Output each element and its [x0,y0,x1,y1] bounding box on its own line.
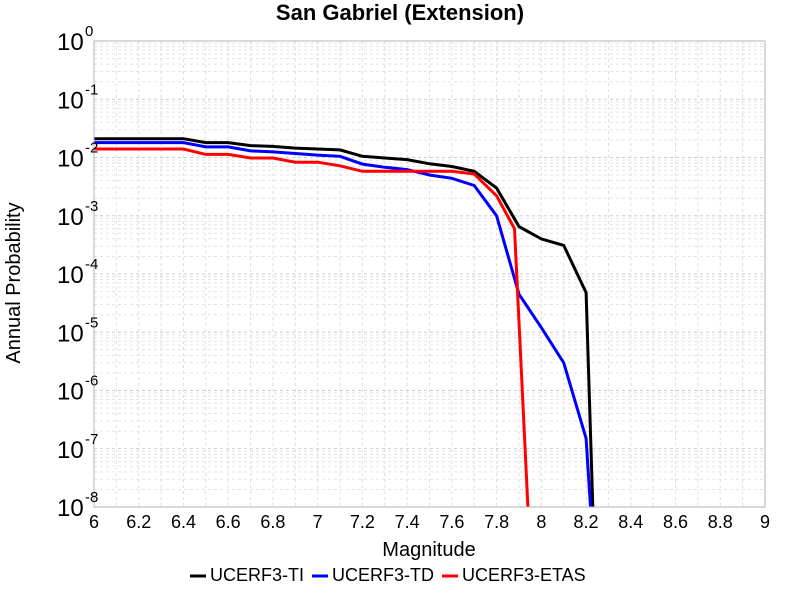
x-tick-label: 7.4 [395,512,420,532]
y-tick-exponent: -4 [85,256,98,273]
y-tick-exponent: -8 [85,489,98,506]
series-line-ucerf3-ti [94,137,595,508]
x-tick-label: 8.4 [618,512,643,532]
x-axis-label: Magnitude [382,539,475,561]
y-tick-exponent: -2 [85,140,98,157]
legend-item: UCERF3-TD [312,565,434,585]
x-tick-label: 8.2 [574,512,599,532]
y-tick-base: 10 [57,379,84,406]
series-line-ucerf3-etas [94,147,530,508]
x-tick-label: 6 [89,512,99,532]
grid [93,41,766,508]
y-tick-base: 10 [57,146,84,173]
y-tick-exponent: 0 [85,23,93,40]
y-tick-label: 10 0 [57,23,93,56]
y-tick-label: 10 -2 [57,140,98,173]
y-tick-label: 10 -1 [57,81,98,114]
y-tick-exponent: -1 [85,81,98,98]
y-tick-label: 10 -5 [57,314,98,347]
y-tick-base: 10 [57,320,84,347]
y-tick-label: 10 -7 [57,431,98,464]
x-axis-ticks: 6 6.2 6.4 6.6 6.8 7 7.2 7.4 7.6 7.8 8 8.2 8.4 8.6 8.8 9 [89,512,770,532]
y-tick-exponent: -3 [85,198,98,215]
legend-label: UCERF3-TI [210,565,304,585]
y-tick-label: 10 -8 [57,489,98,522]
y-tick-base: 10 [57,29,84,56]
x-tick-label: 9 [760,512,770,532]
legend-label: UCERF3-ETAS [462,565,586,585]
y-axis-label: Annual Probability [3,202,25,363]
legend-label: UCERF3-TD [332,565,434,585]
x-tick-label: 7.6 [439,512,464,532]
legend-item: UCERF3-TI [190,565,304,585]
x-tick-label: 6.2 [126,512,151,532]
y-tick-base: 10 [57,437,84,464]
x-tick-label: 6.4 [171,512,196,532]
legend-item: UCERF3-ETAS [442,565,586,585]
x-tick-label: 8 [536,512,546,532]
x-tick-label: 7 [313,512,323,532]
plot-frame [93,40,766,508]
x-tick-label: 8.8 [708,512,733,532]
y-tick-label: 10 -3 [57,198,98,231]
y-tick-base: 10 [57,495,84,522]
x-tick-label: 8.6 [663,512,688,532]
x-tick-label: 6.6 [216,512,241,532]
y-tick-label: 10 -4 [57,256,98,289]
y-tick-base: 10 [57,87,84,114]
x-tick-label: 6.8 [260,512,285,532]
chart-title: San Gabriel (Extension) [276,0,524,25]
series-line-ucerf3-td [94,141,592,508]
x-tick-label: 7.8 [484,512,509,532]
series-lines [94,137,595,508]
legend: UCERF3-TI UCERF3-TD UCERF3-ETAS [190,565,586,585]
y-tick-base: 10 [57,262,84,289]
y-tick-exponent: -7 [85,431,98,448]
y-tick-exponent: -6 [85,373,98,390]
y-tick-label: 10 -6 [57,373,98,406]
y-tick-exponent: -5 [85,314,98,331]
y-tick-base: 10 [57,204,84,231]
x-tick-label: 7.2 [350,512,375,532]
